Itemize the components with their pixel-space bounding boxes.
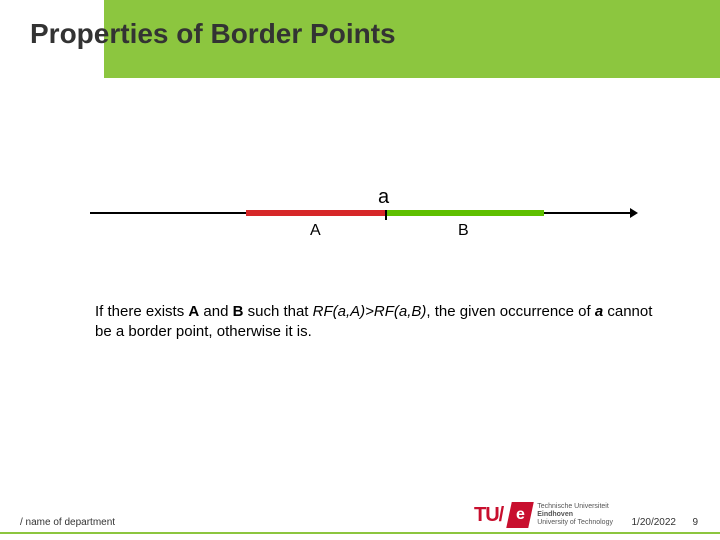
bold-A: A [188, 303, 199, 320]
border-points-diagram: a A B [90, 190, 635, 245]
logo-line2: Eindhoven [537, 511, 573, 518]
label-point-a: a [378, 186, 389, 209]
logo-line1: Technische Universiteit [537, 503, 609, 510]
description-text: If there exists A and B such that RF(a,A… [95, 302, 655, 343]
bold-B: B [233, 303, 244, 320]
bold-italic-a: a [595, 303, 603, 320]
text-fragment: and [199, 303, 232, 320]
footer-accent-line [0, 532, 720, 534]
label-interval-A: A [310, 222, 321, 240]
slide-footer: / name of department TU/ e Technische Un… [0, 506, 720, 540]
text-fragment: , the given occurrence of [426, 303, 594, 320]
text-fragment: such that [243, 303, 312, 320]
italic-formula: RF(a,A)>RF(a,B) [313, 303, 427, 320]
footer-department: / name of department [20, 517, 115, 528]
footer-date: 1/20/2022 [632, 517, 677, 528]
logo-tu-text: TU/ [474, 504, 503, 527]
logo-e-box: e [506, 502, 534, 528]
footer-page-number: 9 [692, 517, 698, 528]
arrow-icon [630, 208, 638, 218]
logo-e-letter: e [516, 506, 525, 524]
logo-line3: University of Technology [537, 519, 613, 526]
slide-title: Properties of Border Points [30, 18, 396, 50]
segment-A [246, 210, 386, 216]
logo-subtitle: Technische Universiteit Eindhoven Univer… [537, 503, 613, 526]
tue-logo: TU/ e Technische Universiteit Eindhoven … [474, 502, 613, 528]
label-interval-B: B [458, 222, 469, 240]
segment-B [386, 210, 544, 216]
title-bar: Properties of Border Points [0, 0, 720, 78]
text-fragment: If there exists [95, 303, 188, 320]
tick-a [385, 210, 387, 220]
